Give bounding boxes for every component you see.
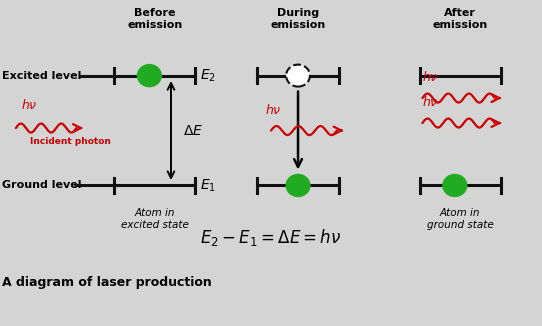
Text: During
emission: During emission bbox=[270, 8, 326, 30]
Text: A diagram of laser production: A diagram of laser production bbox=[2, 276, 211, 289]
Text: Before
emission: Before emission bbox=[127, 8, 183, 30]
Text: $h\nu$: $h\nu$ bbox=[422, 95, 439, 109]
Text: $E_2$: $E_2$ bbox=[199, 67, 216, 84]
Text: $E_2 - E_1 = \Delta E = h\nu$: $E_2 - E_1 = \Delta E = h\nu$ bbox=[201, 228, 341, 248]
Text: Ground level: Ground level bbox=[2, 181, 81, 190]
Text: Atom in
ground state: Atom in ground state bbox=[427, 208, 494, 230]
Text: $\Delta E$: $\Delta E$ bbox=[183, 124, 203, 138]
Circle shape bbox=[286, 65, 310, 87]
Text: $E_1$: $E_1$ bbox=[199, 177, 216, 194]
Text: $h\nu$: $h\nu$ bbox=[266, 103, 282, 117]
Text: $h\nu$: $h\nu$ bbox=[21, 98, 38, 112]
Circle shape bbox=[138, 65, 162, 87]
Text: $h\nu$: $h\nu$ bbox=[422, 70, 439, 84]
Text: Excited level: Excited level bbox=[2, 71, 81, 81]
Text: After
emission: After emission bbox=[433, 8, 488, 30]
Text: Incident photon: Incident photon bbox=[30, 137, 111, 146]
Circle shape bbox=[286, 174, 310, 197]
Circle shape bbox=[443, 174, 467, 197]
Text: Atom in
excited state: Atom in excited state bbox=[121, 208, 189, 230]
